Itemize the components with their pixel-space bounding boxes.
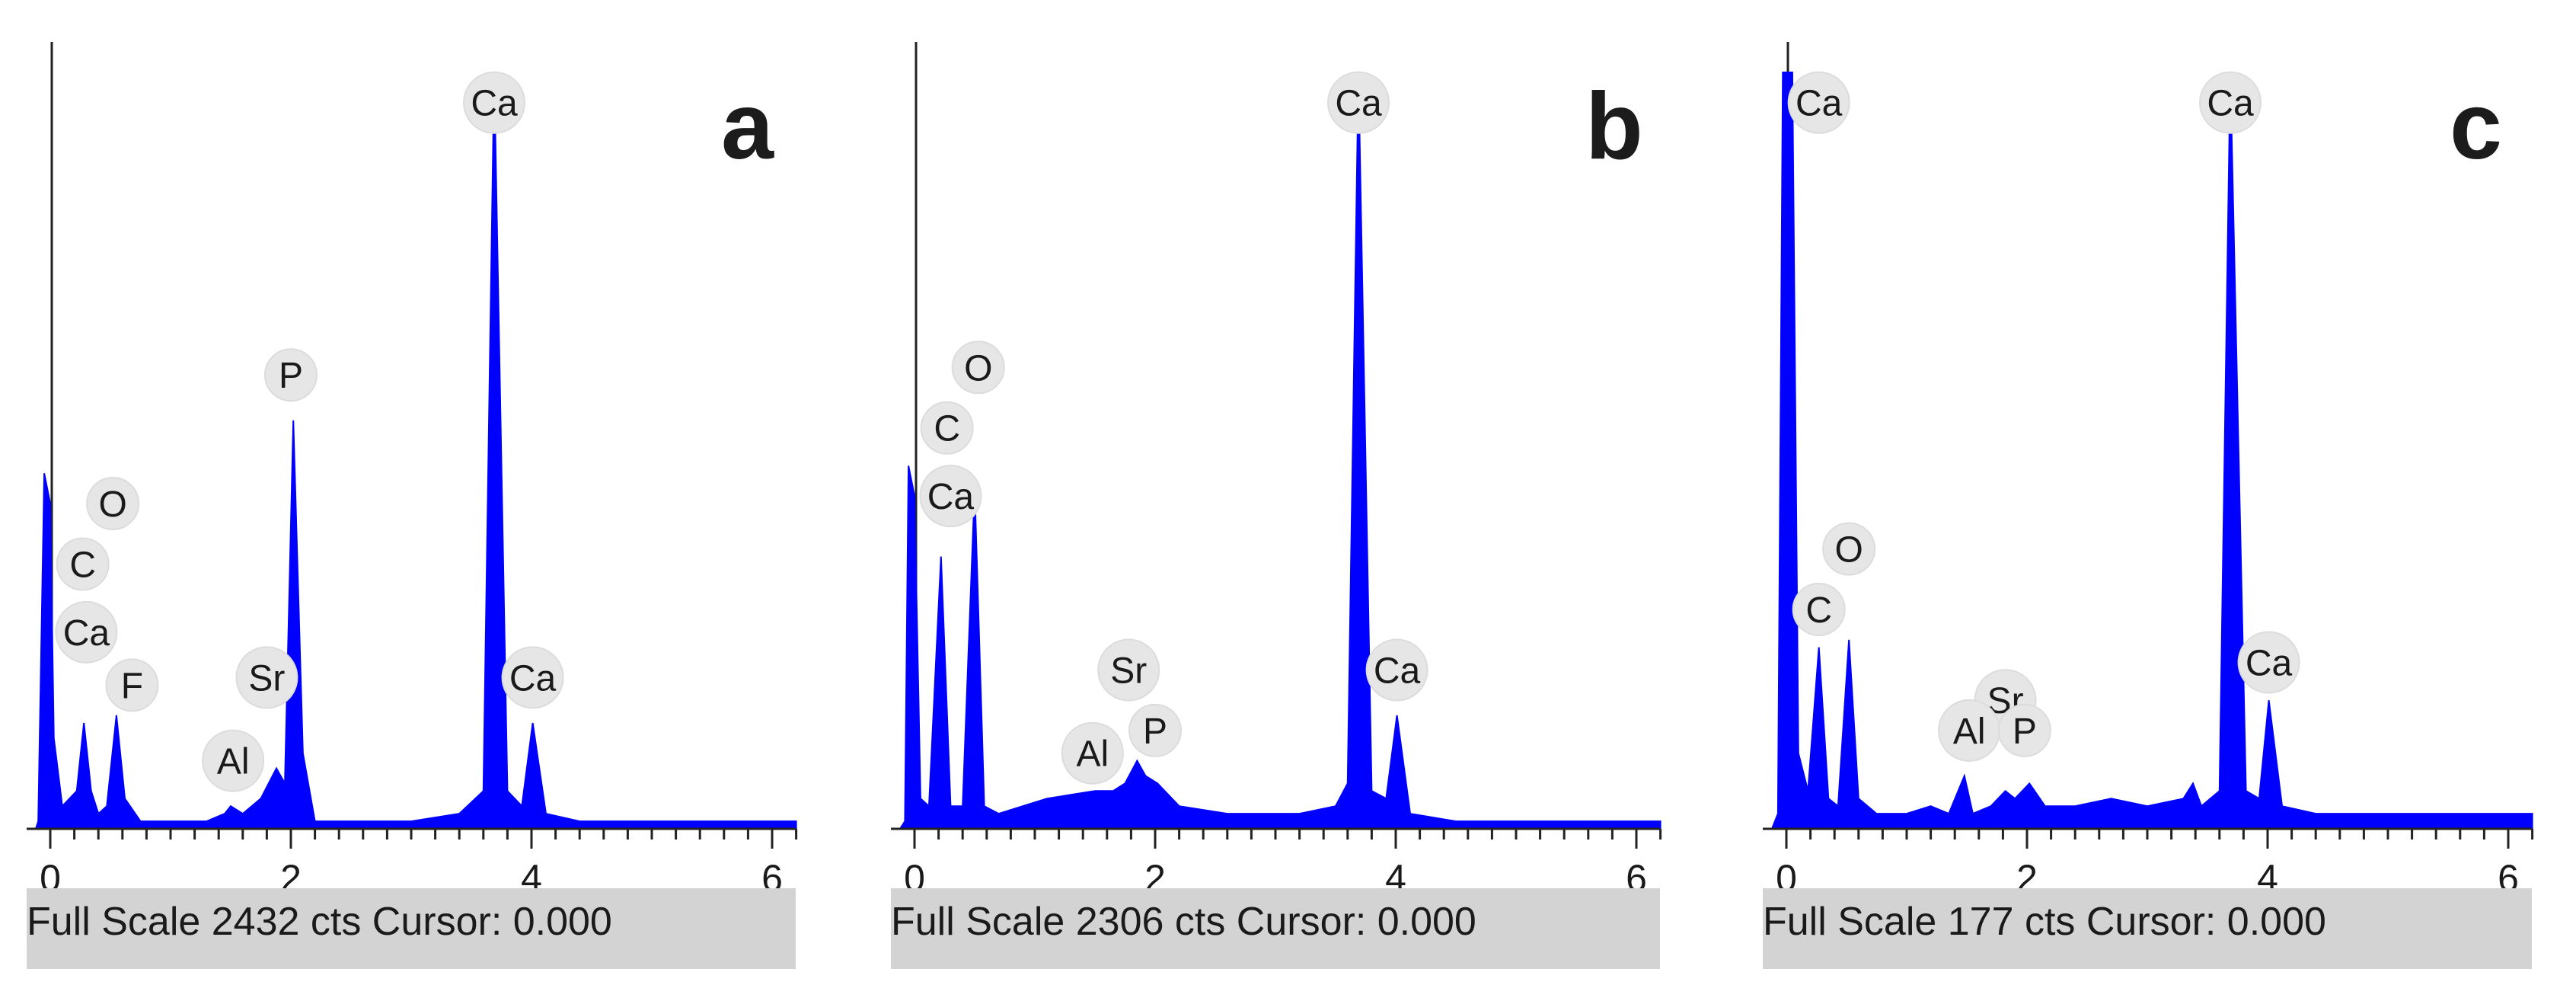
panel-letter: a — [721, 74, 774, 179]
peak-badge — [920, 401, 974, 455]
peak-badge — [2237, 631, 2300, 694]
peak-label: O — [98, 485, 126, 525]
peak-label: Sr — [248, 658, 285, 699]
peak-label: P — [1143, 712, 1167, 752]
peak-badge — [1061, 721, 1124, 785]
peak-label: O — [1834, 530, 1863, 571]
spectrum-area — [899, 72, 1661, 830]
status-bar — [891, 888, 1660, 969]
peak-badge — [1787, 71, 1850, 134]
peak-label: C — [1805, 590, 1832, 631]
cursor-readout: Cursor: 0.000 — [372, 900, 612, 944]
spectrum-panel-a: 0 2 4 6 Ca P O C Ca F Sr Ca Al a Full Scale 2432 cts… — [27, 0, 834, 1001]
status-text: Full Scale 177 cts Cursor: 0.000 — [1763, 899, 2326, 945]
status-bar — [27, 888, 796, 969]
peak-label: Al — [217, 742, 250, 782]
peak-badge — [951, 341, 1005, 395]
peak-badge — [1822, 522, 1876, 576]
peak-label: Ca — [1796, 84, 1843, 124]
peak-badge — [501, 646, 564, 709]
peak-badge — [2199, 71, 2262, 134]
peak-label: O — [964, 348, 992, 389]
peak-label: P — [279, 356, 303, 396]
peak-label: Ca — [1335, 84, 1382, 124]
peak-label: F — [121, 666, 143, 706]
peak-label: Al — [1076, 734, 1109, 775]
peak-label: Al — [1953, 712, 1986, 752]
full-scale-readout: Full Scale 177 cts — [1763, 900, 2076, 944]
peak-label: C — [69, 545, 96, 585]
peak-label: Ca — [1374, 651, 1421, 691]
spectrum-area — [34, 72, 797, 830]
cursor-readout: Cursor: 0.000 — [1236, 900, 1476, 944]
spectrum-panel-b: 0 2 4 6 Ca O C Ca Sr Al P Ca b Full Scale 2306 cts … — [891, 0, 1698, 1001]
peak-badge — [264, 348, 318, 402]
peak-badge — [105, 658, 159, 712]
peak-badge — [56, 537, 110, 591]
peak-label: Ca — [927, 477, 975, 517]
full-scale-readout: Full Scale 2306 cts — [891, 900, 1226, 944]
peak-label: Ca — [2246, 644, 2293, 684]
peak-badge — [463, 71, 526, 134]
peak-badge — [1128, 703, 1182, 757]
peak-badge — [1097, 638, 1160, 702]
panel-letter: b — [1585, 74, 1643, 179]
peak-badge — [1365, 638, 1428, 702]
peak-label: Ca — [509, 658, 557, 699]
peak-badge — [202, 729, 265, 792]
peak-badge — [55, 600, 118, 664]
peak-label: P — [2013, 712, 2037, 752]
peak-badge — [1792, 583, 1846, 637]
peak-badge — [919, 465, 982, 528]
spectrum-panel-c: 0 2 4 6 Ca Ca O C Sr Al P Ca c Full Scale 177 cts C… — [1763, 0, 2570, 1001]
cursor-readout: Cursor: 0.000 — [2086, 900, 2326, 944]
status-bar — [1763, 888, 2532, 969]
peak-label: Sr — [1110, 651, 1147, 691]
peak-label: Ca — [63, 613, 110, 654]
full-scale-readout: Full Scale 2432 cts — [27, 900, 362, 944]
status-text: Full Scale 2306 cts Cursor: 0.000 — [891, 899, 1476, 945]
spectrum-area — [1770, 72, 2533, 830]
panel-letter: c — [2450, 74, 2502, 179]
peak-badge — [235, 646, 298, 709]
peak-badge — [1327, 71, 1390, 134]
peak-label: C — [934, 409, 960, 449]
status-text: Full Scale 2432 cts Cursor: 0.000 — [27, 899, 612, 945]
peak-badge — [86, 477, 140, 531]
peak-label: Ca — [471, 84, 518, 124]
peak-badge — [1997, 703, 2051, 757]
peak-label: Ca — [2207, 84, 2254, 124]
